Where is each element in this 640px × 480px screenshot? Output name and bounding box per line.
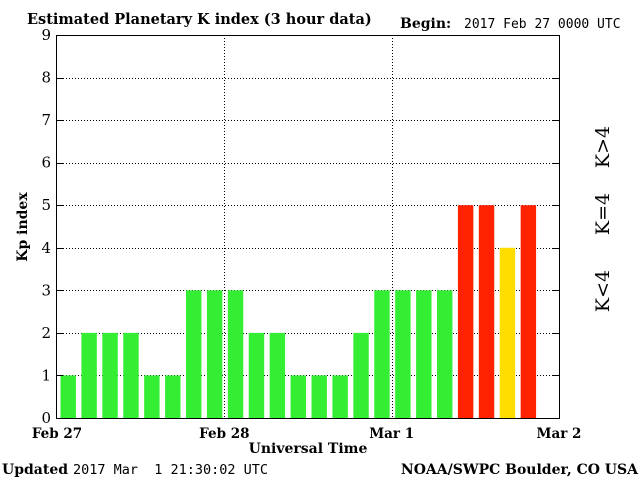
chart-title: Estimated Planetary K index (3 hour data… xyxy=(27,11,372,28)
grid-lines xyxy=(57,35,559,418)
y-tick-label: 2 xyxy=(41,324,51,342)
y-axis: 0 1 2 3 4 5 6 7 8 9 xyxy=(41,26,559,427)
x-tick-label: Mar 1 xyxy=(369,426,414,442)
source-credit: NOAA/SWPC Boulder, CO USA xyxy=(401,462,639,478)
kp-bar xyxy=(81,332,97,418)
kp-bar xyxy=(332,375,348,418)
updated-value: 2017 Mar 1 21:30:02 UTC xyxy=(73,462,268,478)
kp-bar xyxy=(499,247,516,418)
begin-label: Begin: xyxy=(400,16,451,32)
y-tick-label: 0 xyxy=(41,409,51,427)
x-tick-label: Mar 2 xyxy=(537,426,582,442)
kp-bar xyxy=(102,332,118,418)
kp-bar xyxy=(186,290,202,418)
y-tick-label: 6 xyxy=(41,154,51,172)
kp-bar xyxy=(123,332,139,418)
x-axis-label: Universal Time xyxy=(249,441,368,457)
kp-bar xyxy=(520,205,537,418)
updated-label: Updated xyxy=(2,462,68,478)
kp-bar xyxy=(395,290,411,418)
plot-frame xyxy=(56,35,560,419)
y-tick-label: 1 xyxy=(41,366,51,384)
kp-bar xyxy=(311,375,327,418)
kp-bar xyxy=(290,375,306,418)
kp-bar xyxy=(248,332,265,418)
kp-bar xyxy=(227,290,244,418)
kp-bar xyxy=(269,332,286,418)
legend-k-above-4: K>4 xyxy=(592,126,614,168)
kp-bar xyxy=(165,375,181,418)
y-axis-label: Kp index xyxy=(15,192,31,262)
y-tick-label: 4 xyxy=(41,239,51,257)
kp-bar xyxy=(416,290,432,418)
x-axis: Feb 27 Feb 28 Mar 1 Mar 2 xyxy=(32,426,582,442)
kp-bar xyxy=(374,290,390,418)
legend-k-equal-4: K=4 xyxy=(592,193,614,235)
y-tick-label: 9 xyxy=(41,26,51,44)
kp-bar xyxy=(478,205,495,418)
kp-bar xyxy=(206,290,223,418)
kp-bar xyxy=(144,375,160,418)
kp-bar xyxy=(457,205,474,418)
y-tick-label: 8 xyxy=(41,69,51,87)
kp-bar xyxy=(353,332,369,418)
x-tick-label: Feb 27 xyxy=(32,426,82,442)
kp-bar xyxy=(437,290,453,418)
y-tick-label: 7 xyxy=(41,111,51,129)
x-tick-label: Feb 28 xyxy=(199,426,249,442)
begin-value: 2017 Feb 27 0000 UTC xyxy=(464,17,621,32)
legend-k-below-4: K<4 xyxy=(592,270,614,312)
y-tick-label: 3 xyxy=(41,281,51,299)
bars-group xyxy=(60,205,537,418)
kp-bar xyxy=(60,375,76,418)
y-tick-label: 5 xyxy=(41,196,51,214)
